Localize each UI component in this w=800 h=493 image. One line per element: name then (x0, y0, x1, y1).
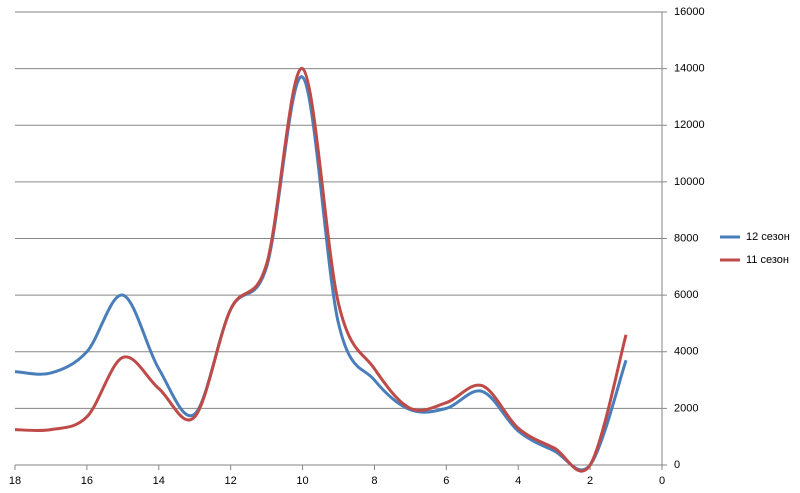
x-tick-label: 8 (371, 475, 377, 487)
x-tick-label: 10 (296, 475, 308, 487)
x-tick-label: 18 (9, 475, 21, 487)
x-tick-label: 4 (515, 475, 521, 487)
legend-label: 12 сезон (746, 231, 790, 243)
y-tick-label: 0 (674, 459, 680, 471)
y-tick-label: 6000 (674, 289, 698, 301)
y-tick-label: 14000 (674, 63, 705, 75)
x-tick-label: 14 (153, 475, 165, 487)
y-tick-label: 4000 (674, 346, 698, 358)
series-line (14, 67, 628, 473)
x-tick-label: 6 (443, 475, 449, 487)
y-tick-label: 12000 (674, 119, 705, 131)
series-line (14, 75, 628, 472)
y-tick-label: 10000 (674, 176, 705, 188)
y-tick-label: 16000 (674, 6, 705, 18)
x-tick-label: 16 (81, 475, 93, 487)
x-tick-label: 2 (587, 475, 593, 487)
legend-label: 11 сезон (746, 254, 789, 266)
y-tick-label: 2000 (674, 402, 698, 414)
x-tick-label: 0 (659, 475, 665, 487)
y-tick-label: 8000 (674, 232, 698, 244)
x-tick-label: 12 (225, 475, 237, 487)
